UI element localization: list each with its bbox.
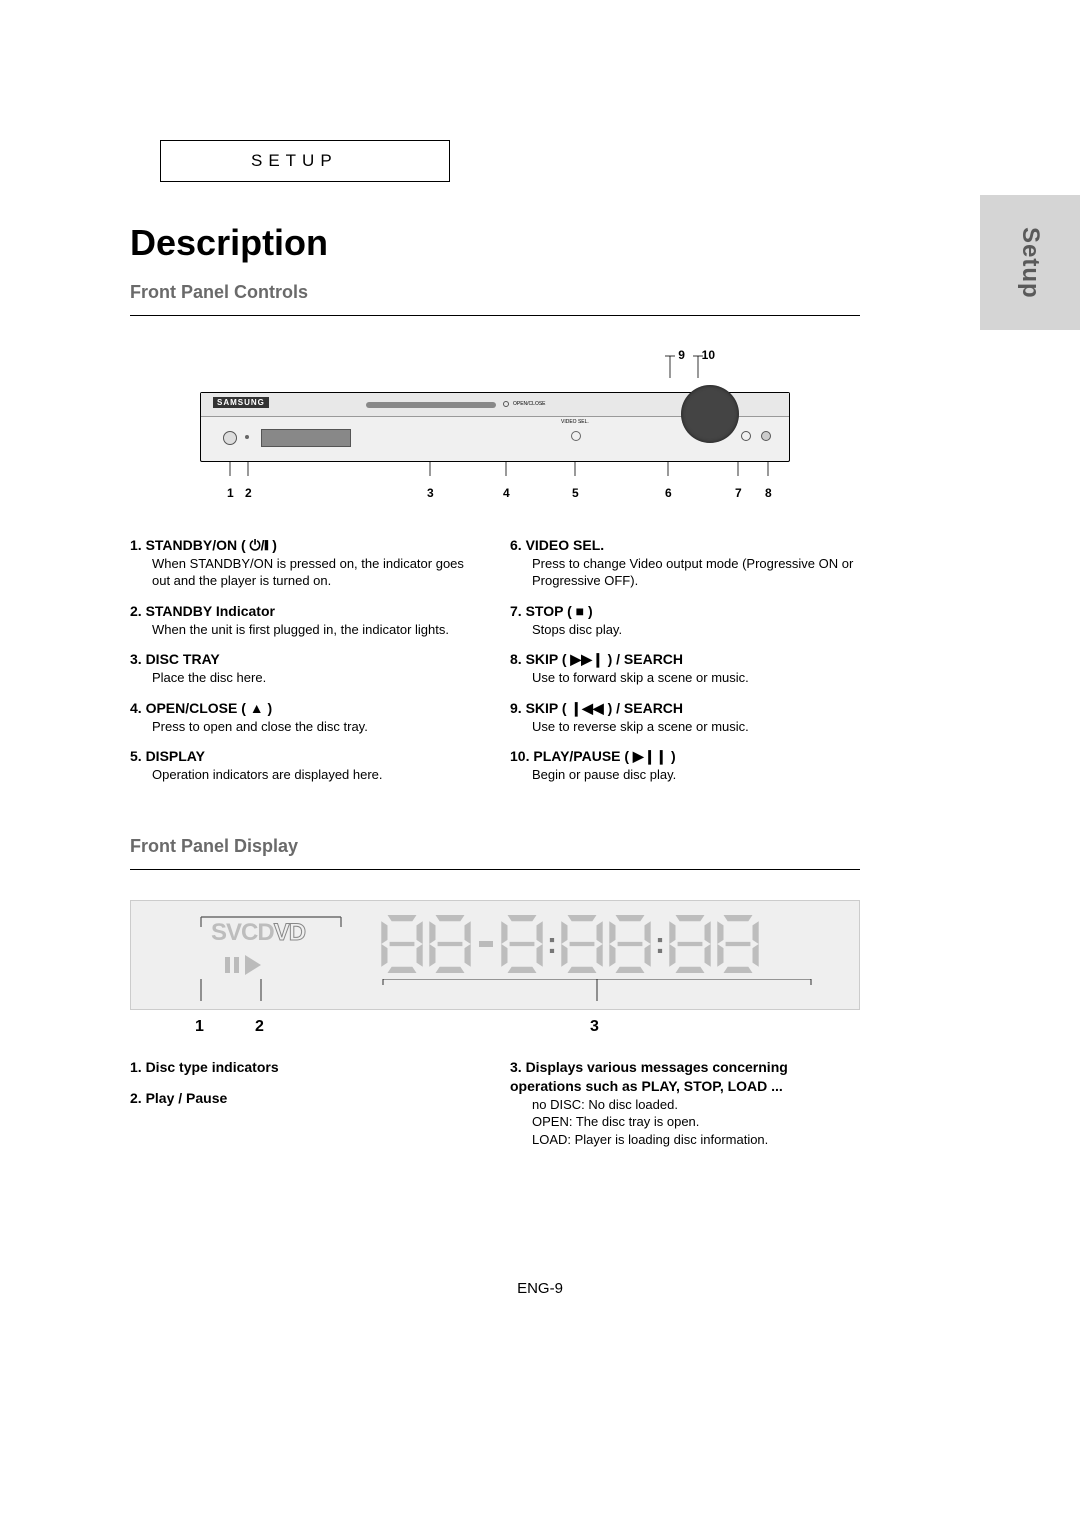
- brand-logo: SAMSUNG: [213, 397, 269, 408]
- front-panel-controls-heading: Front Panel Controls: [130, 282, 860, 303]
- video-sel-btn-graphic: [571, 431, 581, 441]
- controls-left-column: 1. STANDBY/ON ( ⏻/❙ )When STANDBY/ON is …: [130, 536, 480, 796]
- colon-separator: :: [547, 927, 557, 961]
- list-item: 5. DISPLAYOperation indicators are displ…: [130, 747, 480, 783]
- front-panel-display-list: 1. Disc type indicators 2. Play / Pause …: [130, 1058, 860, 1160]
- list-item: 2. Play / Pause: [130, 1089, 480, 1108]
- dvd-player-body: SAMSUNG OPEN/CLOSE VIDEO SEL.: [200, 392, 790, 462]
- controls-right-column: 6. VIDEO SEL.Press to change Video outpu…: [510, 536, 860, 796]
- side-tab: Setup: [980, 195, 1080, 330]
- list-item: 8. SKIP ( ▶▶❙ ) / SEARCHUse to forward s…: [510, 650, 860, 686]
- page-footer: ENG-9: [0, 1280, 1080, 1297]
- dash-separator: [479, 941, 493, 947]
- list-item: 3. DISC TRAYPlace the disc here.: [130, 650, 480, 686]
- open-close-btn-graphic: [503, 401, 509, 407]
- callout-2: 2: [245, 486, 252, 500]
- display-callouts: 1 2 3: [130, 1018, 860, 1058]
- seven-segment-display: : :: [381, 915, 759, 973]
- digit: [561, 915, 603, 973]
- callout-8: 8: [765, 486, 772, 500]
- play-icon: [245, 955, 261, 975]
- standby-button-graphic: [223, 431, 237, 445]
- callout-1: 1: [227, 486, 234, 500]
- callout-6: 6: [665, 486, 672, 500]
- callout-4: 4: [503, 486, 510, 500]
- display-callout-3: 3: [590, 1018, 599, 1036]
- list-item: 1. Disc type indicators: [130, 1058, 480, 1077]
- display-rect: [261, 429, 351, 447]
- list-item: 1. STANDBY/ON ( ⏻/❙ )When STANDBY/ON is …: [130, 536, 480, 590]
- open-close-text: OPEN/CLOSE: [513, 401, 546, 407]
- front-panel-display-heading: Front Panel Display: [130, 836, 860, 857]
- colon-separator: :: [655, 927, 665, 961]
- list-item: 2. STANDBY IndicatorWhen the unit is fir…: [130, 602, 480, 638]
- list-item: 9. SKIP ( ❙◀◀ ) / SEARCHUse to reverse s…: [510, 699, 860, 735]
- setup-box: SETUP: [160, 140, 450, 182]
- page-title: Description: [130, 222, 860, 264]
- digit: [717, 915, 759, 973]
- disc-tray-slot: [366, 402, 496, 408]
- callout-3: 3: [427, 486, 434, 500]
- digit: [429, 915, 471, 973]
- display-right-column: 3. Displays various messages concerning …: [510, 1058, 860, 1160]
- display-left-column: 1. Disc type indicators 2. Play / Pause: [130, 1058, 480, 1160]
- standby-led: [245, 435, 249, 439]
- setup-box-label: SETUP: [251, 151, 338, 170]
- pause-icon: [225, 957, 239, 973]
- separator: [130, 315, 860, 316]
- callout-5: 5: [572, 486, 579, 500]
- dvd-text: VD: [274, 919, 305, 946]
- device-illustration: 9 10 SAMSUNG OPEN/CLOSE VIDEO SEL.: [130, 346, 860, 506]
- play-pause-icons: [225, 955, 305, 975]
- stop-btn-graphic: [761, 431, 771, 441]
- callout-7: 7: [735, 486, 742, 500]
- display-callout-2: 2: [255, 1018, 264, 1036]
- skip-btn-graphic: [741, 431, 751, 441]
- display-panel-illustration: SVCDVD : :: [130, 900, 860, 1010]
- digit: [669, 915, 711, 973]
- list-item: 6. VIDEO SEL.Press to change Video outpu…: [510, 536, 860, 590]
- digit: [609, 915, 651, 973]
- side-tab-label: Setup: [1016, 227, 1044, 299]
- list-item: 7. STOP ( ■ )Stops disc play.: [510, 602, 860, 638]
- list-item: 10. PLAY/PAUSE ( ▶❙❙ )Begin or pause dis…: [510, 747, 860, 783]
- video-sel-text: VIDEO SEL.: [561, 419, 589, 425]
- svcd-text: SVCD: [211, 919, 274, 946]
- page-content: SETUP Description Front Panel Controls 9…: [130, 140, 860, 1200]
- digit: [501, 915, 543, 973]
- list-item: 3. Displays various messages concerning …: [510, 1058, 860, 1148]
- list-item: 4. OPEN/CLOSE ( ▲ )Press to open and clo…: [130, 699, 480, 735]
- front-panel-controls-list: 1. STANDBY/ON ( ⏻/❙ )When STANDBY/ON is …: [130, 536, 860, 796]
- messages-desc: no DISC: No disc loaded. OPEN: The disc …: [510, 1096, 860, 1149]
- digit: [381, 915, 423, 973]
- separator: [130, 869, 860, 870]
- svcdvd-indicator: SVCDVD: [211, 919, 305, 975]
- display-callout-1: 1: [195, 1018, 204, 1036]
